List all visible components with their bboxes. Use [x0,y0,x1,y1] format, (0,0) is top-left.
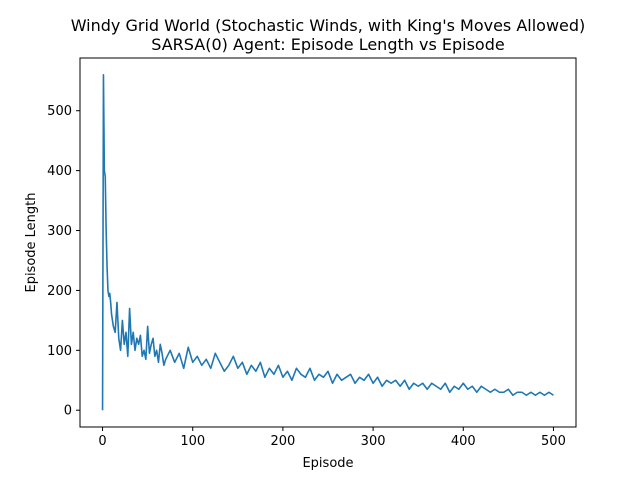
x-tick-label: 400 [451,434,476,449]
x-tick-label: 200 [270,434,295,449]
y-axis-label: Episode Length [24,192,39,292]
series-line-0 [101,73,554,411]
axes-frame [79,57,577,428]
y-axis: 0 100 200 300 400 500 [47,104,80,419]
y-tick-label: 100 [47,344,72,359]
y-tick-label: 500 [47,104,72,119]
x-tick-label: 500 [541,434,566,449]
x-tick-label: 300 [361,434,386,449]
y-tick-label: 0 [64,404,72,419]
chart-title-line1: Windy Grid World (Stochastic Winds, with… [71,16,586,35]
x-axis: 0 100 200 300 400 500 [98,427,566,449]
x-tick-label: 0 [98,434,106,449]
y-tick-label: 200 [47,284,72,299]
y-tick-label: 300 [47,224,72,239]
chart-title-line2: SARSA(0) Agent: Episode Length vs Episod… [151,35,504,54]
x-axis-label: Episode [302,456,353,471]
x-tick-label: 100 [180,434,205,449]
plot-area [101,73,554,411]
y-tick-label: 400 [47,164,72,179]
